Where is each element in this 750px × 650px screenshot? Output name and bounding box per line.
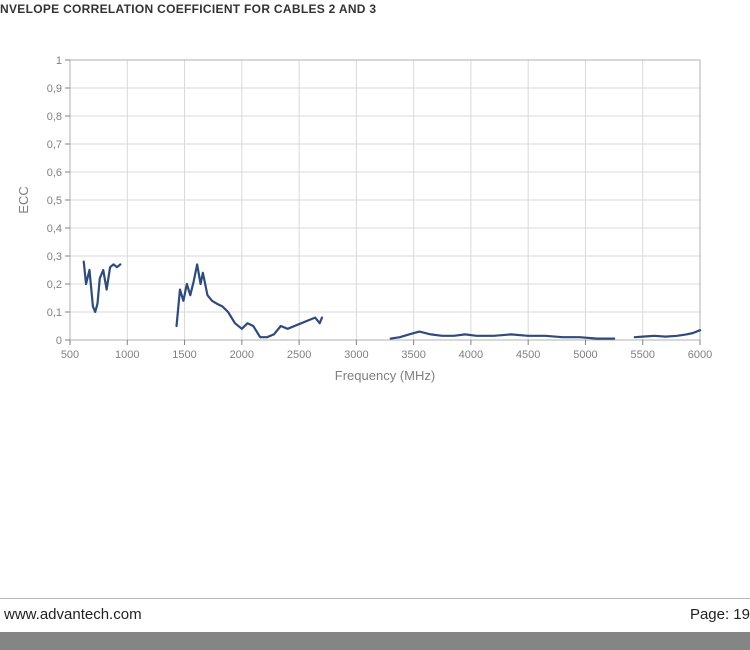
svg-text:0,8: 0,8 <box>47 111 62 123</box>
svg-text:3000: 3000 <box>344 349 368 361</box>
svg-text:500: 500 <box>61 349 79 361</box>
svg-text:ECC: ECC <box>16 186 31 213</box>
svg-text:4500: 4500 <box>516 349 540 361</box>
svg-text:3500: 3500 <box>401 349 425 361</box>
svg-text:0,7: 0,7 <box>47 139 62 151</box>
footer-bottom-bar <box>0 632 750 650</box>
svg-text:1500: 1500 <box>172 349 196 361</box>
svg-text:Frequency (MHz): Frequency (MHz) <box>335 368 435 383</box>
svg-text:0,4: 0,4 <box>47 223 62 235</box>
svg-text:0,1: 0,1 <box>47 307 62 319</box>
svg-text:6000: 6000 <box>688 349 712 361</box>
svg-text:5500: 5500 <box>630 349 654 361</box>
svg-text:0,3: 0,3 <box>47 251 62 263</box>
svg-text:1: 1 <box>56 55 62 67</box>
ecc-chart: 500 1000 1500 2000 2500 3000 3500 4000 4500 5000 5… <box>0 40 750 400</box>
page-footer: www.advantech.com Page: 19 <box>0 598 750 650</box>
svg-text:0: 0 <box>56 335 62 347</box>
footer-divider <box>0 598 750 599</box>
footer-url: www.advantech.com <box>4 606 142 623</box>
svg-text:0,2: 0,2 <box>47 279 62 291</box>
svg-text:0,9: 0,9 <box>47 83 62 95</box>
svg-text:0,6: 0,6 <box>47 167 62 179</box>
svg-text:1000: 1000 <box>115 349 139 361</box>
chart-svg: 500 1000 1500 2000 2500 3000 3500 4000 4500 5000 5… <box>0 40 750 400</box>
footer-page-number: Page: 19 <box>690 606 750 623</box>
svg-text:2000: 2000 <box>230 349 254 361</box>
svg-text:5000: 5000 <box>573 349 597 361</box>
page-title: NVELOPE CORRELATION COEFFICIENT FOR CABL… <box>0 2 376 16</box>
svg-text:4000: 4000 <box>459 349 483 361</box>
svg-text:0,5: 0,5 <box>47 195 62 207</box>
svg-text:2500: 2500 <box>287 349 311 361</box>
